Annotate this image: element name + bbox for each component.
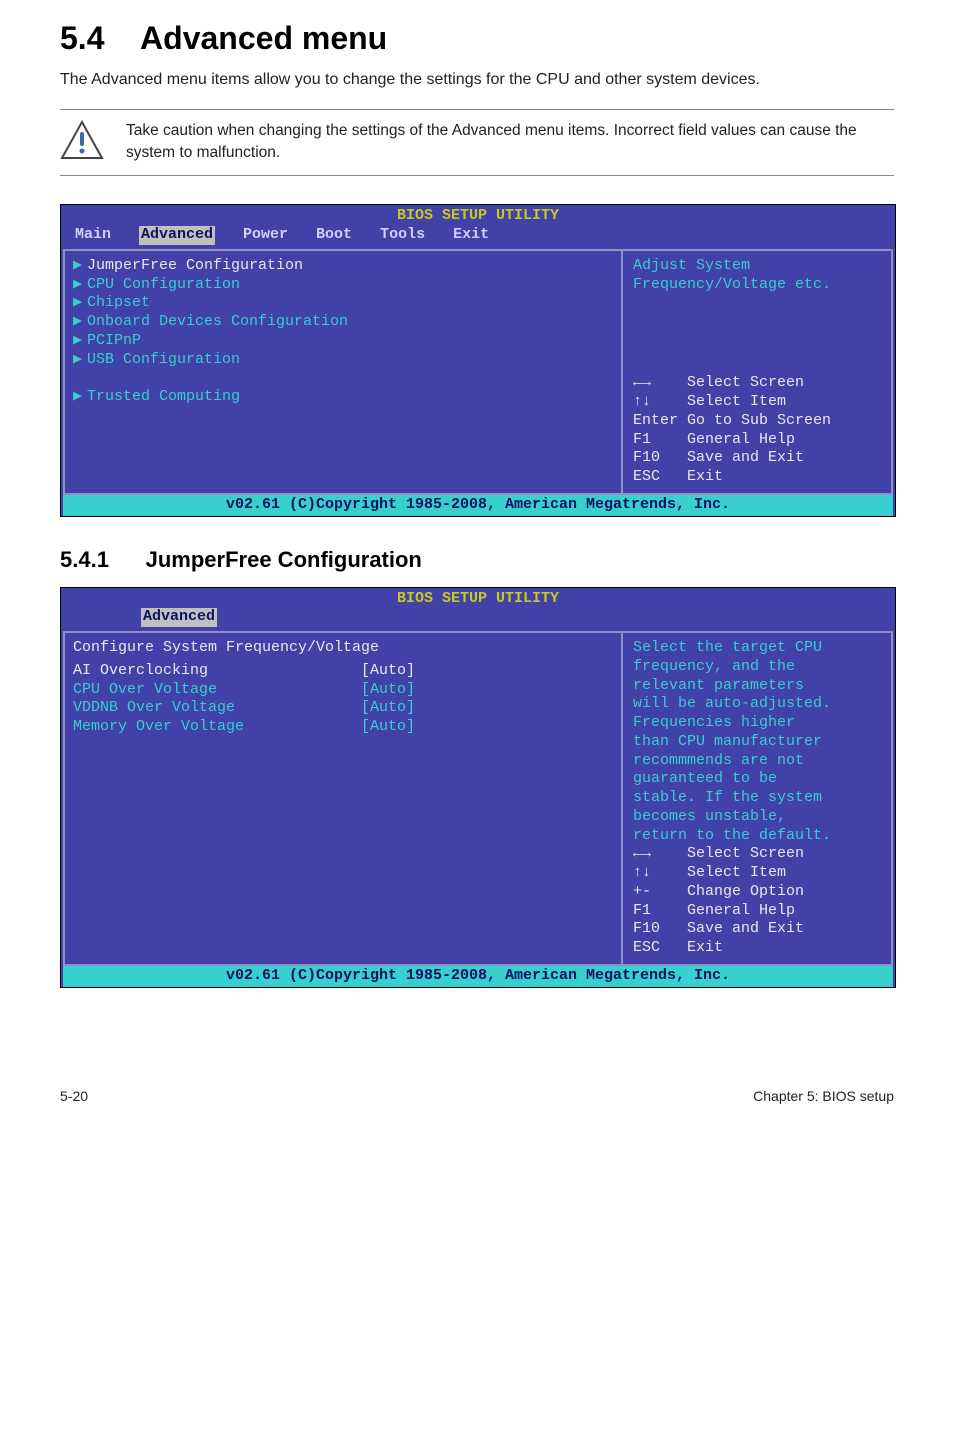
tab-tools[interactable]: Tools: [380, 226, 425, 245]
bios-key-legend: ←→ Select Screen ↑↓ Select Item +- Chang…: [633, 845, 883, 958]
bios-help-text: Adjust System Frequency/Voltage etc.: [633, 257, 883, 295]
config-label: CPU Over Voltage: [73, 681, 361, 698]
config-label: AI Overclocking: [73, 662, 361, 679]
tab-main[interactable]: Main: [75, 226, 111, 245]
menu-item-jumperfree[interactable]: JumperFree Configuration: [87, 257, 303, 274]
bios-title: BIOS SETUP UTILITY: [61, 588, 895, 609]
config-label: VDDNB Over Voltage: [73, 699, 361, 716]
config-value: [Auto]: [361, 681, 415, 698]
bios-config-list: Configure System Frequency/Voltage AI Ov…: [63, 631, 623, 964]
menu-item-cpu[interactable]: CPU Configuration: [87, 276, 240, 293]
sub-num: 5.4.1: [60, 547, 109, 572]
config-value: [Auto]: [361, 662, 415, 679]
bios-panel-advanced: BIOS SETUP UTILITY Main Advanced Power B…: [60, 204, 896, 516]
config-value: [Auto]: [361, 699, 415, 716]
config-heading: Configure System Frequency/Voltage: [73, 639, 611, 658]
submenu-arrow-icon: ▶: [73, 276, 87, 295]
menu-item-usb[interactable]: USB Configuration: [87, 351, 240, 368]
bios-copyright: v02.61 (C)Copyright 1985-2008, American …: [63, 493, 893, 516]
heading-num: 5.4: [60, 20, 104, 56]
submenu-arrow-icon: ▶: [73, 388, 87, 407]
menu-item-pcipnp[interactable]: PCIPnP: [87, 332, 141, 349]
bios-help-text: Select the target CPU frequency, and the…: [633, 639, 883, 845]
submenu-arrow-icon: ▶: [73, 332, 87, 351]
submenu-arrow-icon: ▶: [73, 313, 87, 332]
intro-text: The Advanced menu items allow you to cha…: [60, 69, 894, 91]
tab-boot[interactable]: Boot: [316, 226, 352, 245]
bios-tabs: Advanced: [61, 608, 895, 631]
subsection-title: 5.4.1 JumperFree Configuration: [60, 547, 894, 573]
caution-text: Take caution when changing the settings …: [126, 120, 894, 163]
submenu-arrow-icon: ▶: [73, 294, 87, 313]
sub-title: JumperFree Configuration: [146, 547, 422, 572]
tab-advanced[interactable]: Advanced: [139, 226, 215, 245]
bios-panel-jumperfree: BIOS SETUP UTILITY Advanced Configure Sy…: [60, 587, 896, 988]
config-row[interactable]: Memory Over Voltage [Auto]: [73, 718, 611, 737]
tab-exit[interactable]: Exit: [453, 226, 489, 245]
menu-item-onboard[interactable]: Onboard Devices Configuration: [87, 313, 348, 330]
bios-menu-list: ▶JumperFree Configuration ▶CPU Configura…: [63, 249, 623, 493]
page-title: 5.4 Advanced menu: [60, 20, 894, 57]
submenu-arrow-icon: ▶: [73, 351, 87, 370]
caution-note: Take caution when changing the settings …: [60, 109, 894, 176]
menu-item-trusted[interactable]: Trusted Computing: [87, 388, 240, 405]
page-number: 5-20: [60, 1088, 88, 1104]
page-footer: 5-20 Chapter 5: BIOS setup: [0, 1048, 954, 1122]
submenu-arrow-icon: ▶: [73, 257, 87, 276]
bios-copyright: v02.61 (C)Copyright 1985-2008, American …: [63, 964, 893, 987]
menu-item-chipset[interactable]: Chipset: [87, 294, 150, 311]
bios-key-legend: ←→ Select Screen ↑↓ Select Item Enter Go…: [633, 374, 883, 487]
heading-title: Advanced menu: [140, 20, 387, 56]
chapter-label: Chapter 5: BIOS setup: [753, 1088, 894, 1104]
bios-tabs: Main Advanced Power Boot Tools Exit: [61, 226, 895, 249]
config-row[interactable]: AI Overclocking [Auto]: [73, 662, 611, 681]
bios-title: BIOS SETUP UTILITY: [61, 205, 895, 226]
config-row[interactable]: VDDNB Over Voltage [Auto]: [73, 699, 611, 718]
config-value: [Auto]: [361, 718, 415, 735]
tab-advanced[interactable]: Advanced: [141, 608, 217, 627]
tab-power[interactable]: Power: [243, 226, 288, 245]
config-row[interactable]: CPU Over Voltage [Auto]: [73, 681, 611, 700]
caution-icon: [60, 120, 104, 165]
config-label: Memory Over Voltage: [73, 718, 361, 735]
